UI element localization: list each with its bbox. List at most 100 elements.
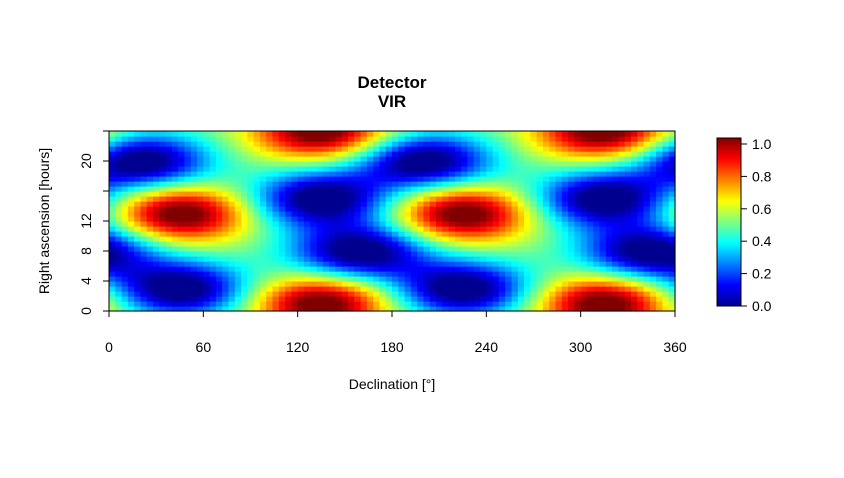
heatmap-cell [410,296,418,302]
heatmap-cell [272,226,280,232]
heatmap-cell [291,281,299,287]
heatmap-cell [442,181,450,187]
heatmap-cell [637,171,645,177]
heatmap-cell [190,256,198,262]
heatmap-cell [593,236,601,242]
heatmap-cell [184,261,192,267]
heatmap-cell [385,281,393,287]
heatmap-cell [115,136,123,142]
heatmap-cell [637,141,645,147]
heatmap-cell [134,251,142,257]
heatmap-cell [656,216,664,222]
heatmap-cell [643,206,651,212]
heatmap-cell [624,301,632,307]
heatmap-cell [492,281,500,287]
heatmap-cell [259,181,267,187]
heatmap-cell [121,266,129,272]
heatmap-cell [266,246,274,252]
heatmap-cell [379,241,387,247]
heatmap-cell [197,256,204,262]
heatmap-cell [486,291,494,297]
heatmap-cell [505,136,513,142]
heatmap-cell [643,251,651,257]
heatmap-cell [517,286,525,292]
heatmap-cell [121,251,129,257]
heatmap-cell [234,201,242,207]
heatmap-cell [492,261,500,267]
heatmap-cell [668,231,676,237]
heatmap-cell [467,191,475,197]
heatmap-cell [423,156,431,162]
colorbar [716,137,742,307]
heatmap-cell [662,216,670,222]
heatmap-cell [354,181,362,187]
heatmap-cell [398,156,406,162]
heatmap-cell [266,281,274,287]
x-tick-label: 120 [286,339,310,355]
heatmap-cell [291,161,299,167]
heatmap-cell [429,286,437,292]
heatmap-cell [278,286,286,292]
heatmap-cell [266,191,274,197]
heatmap-cell [580,211,588,217]
heatmap-cell [580,296,588,302]
heatmap-cell [618,181,626,187]
heatmap-cell [209,166,217,172]
heatmap-cell [197,306,204,312]
heatmap-cell [536,161,544,167]
heatmap-cell [259,136,267,142]
heatmap-cell [392,226,399,232]
heatmap-cell [505,216,513,222]
heatmap-cell [215,156,223,162]
heatmap-cell [668,186,676,192]
heatmap-cell [222,301,230,307]
heatmap-cell [498,276,506,282]
heatmap-cell [303,156,311,162]
heatmap-cell [561,201,569,207]
heatmap-cell [492,181,500,187]
heatmap-cell [253,156,261,162]
heatmap-cell [329,186,336,192]
heatmap-cell [498,196,506,202]
heatmap-cell [272,211,280,217]
heatmap-cell [404,131,412,137]
heatmap-cell [668,216,676,222]
heatmap-cell [115,231,123,237]
heatmap-cell [115,271,123,277]
heatmap-cell [486,136,494,142]
heatmap-cell [392,271,399,277]
heatmap-cell [203,281,211,287]
heatmap-cell [291,291,299,297]
heatmap-cell [618,206,626,212]
heatmap-cell [568,166,575,172]
heatmap-cell [140,241,148,247]
heatmap-cell [505,266,513,272]
heatmap-cell [524,186,531,192]
heatmap-cell [335,196,343,202]
heatmap-cell [618,256,626,262]
heatmap-cell [241,146,248,152]
heatmap-cell [486,296,494,302]
heatmap-cell [454,131,462,137]
heatmap-cell [121,136,129,142]
heatmap-cell [668,306,676,312]
heatmap-cell [197,221,204,227]
heatmap-cell [454,296,462,302]
heatmap-cell [379,186,387,192]
heatmap-cell [215,301,223,307]
heatmap-cell [385,191,393,197]
heatmap-cell [398,266,406,272]
heatmap-cell [605,226,613,232]
heatmap-cell [134,206,142,212]
heatmap-cell [266,221,274,227]
heatmap-cell [247,256,255,262]
heatmap-cell [630,151,638,157]
heatmap-cell [222,276,230,282]
heatmap-cell [247,211,255,217]
heatmap-cell [316,136,324,142]
heatmap-cell [486,131,494,137]
heatmap-cell [171,166,179,172]
heatmap-cell [347,276,355,282]
heatmap-cell [637,161,645,167]
heatmap-cell [580,146,588,152]
